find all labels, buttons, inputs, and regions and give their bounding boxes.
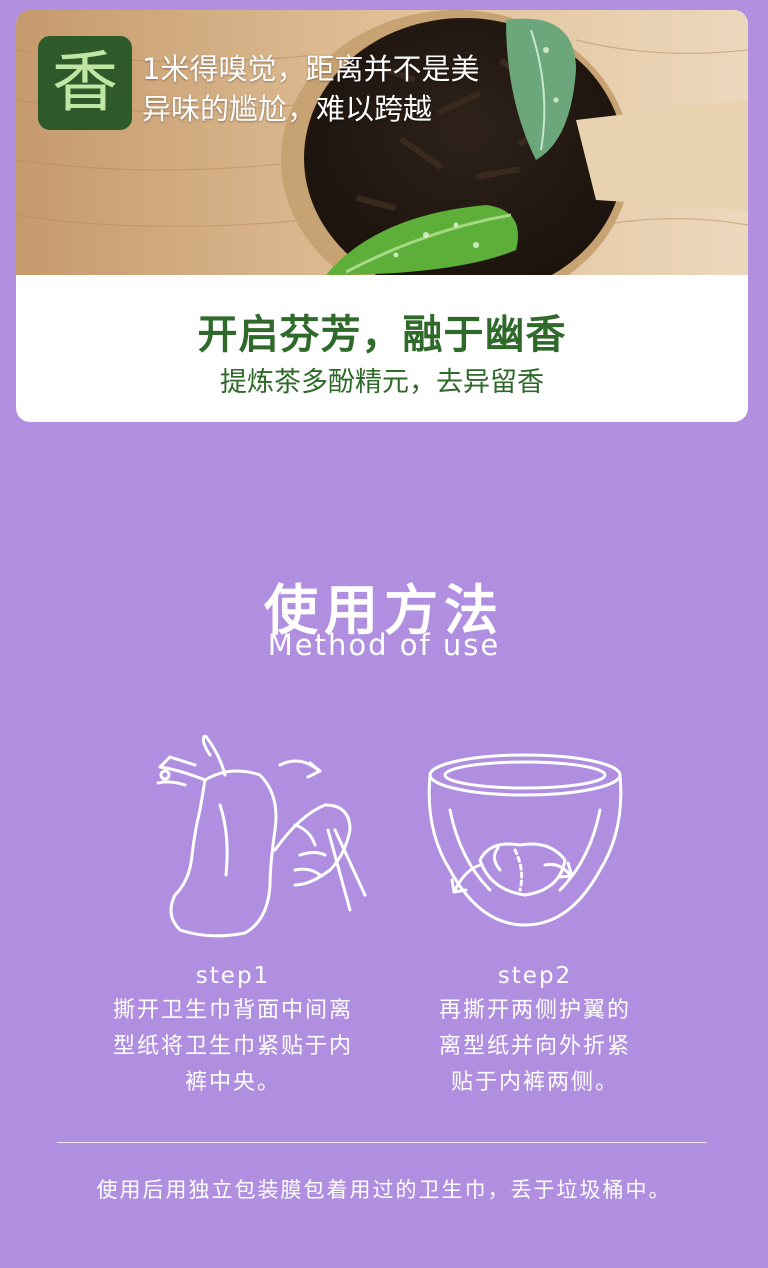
card-subline: 提炼茶多酚精元，去异留香 [220, 367, 544, 398]
disposal-note: 使用后用独立包装膜包着用过的卫生巾，丢于垃圾桶中。 [96, 1178, 672, 1202]
fragrance-badge: 香 [38, 36, 132, 130]
badge-character: 香 [52, 44, 118, 121]
tea-leaves-photo: 香 1米得嗅觉，距离并不是美 异味的尴尬，难以跨越 [16, 10, 748, 275]
hero-caption-line-2: 异味的尴尬，难以跨越 [142, 92, 433, 126]
card-headline: 开启芬芳，融于幽香 [197, 312, 567, 358]
step1-line: 型纸将卫生巾紧贴于内 [112, 1034, 353, 1059]
divider [57, 1142, 707, 1143]
underwear-with-pad-icon [420, 750, 630, 939]
step2-line: 再撕开两侧护翼的 [438, 998, 631, 1023]
step2-description: 再撕开两侧护翼的 离型纸并向外折紧 贴于内裤两侧。 [385, 993, 685, 1101]
usage-subtitle: Method of use [267, 628, 501, 662]
step1-description: 撕开卫生巾背面中间离 型纸将卫生巾紧贴于内 裤中央。 [83, 993, 383, 1101]
step2-line: 贴于内裤两侧。 [450, 1070, 619, 1095]
step1-line: 撕开卫生巾背面中间离 [112, 998, 353, 1023]
step1-label: step1 [195, 963, 271, 989]
usage-title: 使用方法 [264, 579, 504, 642]
hand-peeling-pad-icon [150, 733, 370, 949]
hero-caption-line-1: 1米得嗅觉，距离并不是美 [142, 52, 480, 86]
step2-label: step2 [497, 963, 573, 989]
step2-line: 离型纸并向外折紧 [438, 1034, 631, 1059]
step1-line: 裤中央。 [184, 1070, 281, 1095]
product-feature-card: 香 1米得嗅觉，距离并不是美 异味的尴尬，难以跨越 开启芬芳，融于幽香 提炼茶多… [16, 10, 748, 422]
